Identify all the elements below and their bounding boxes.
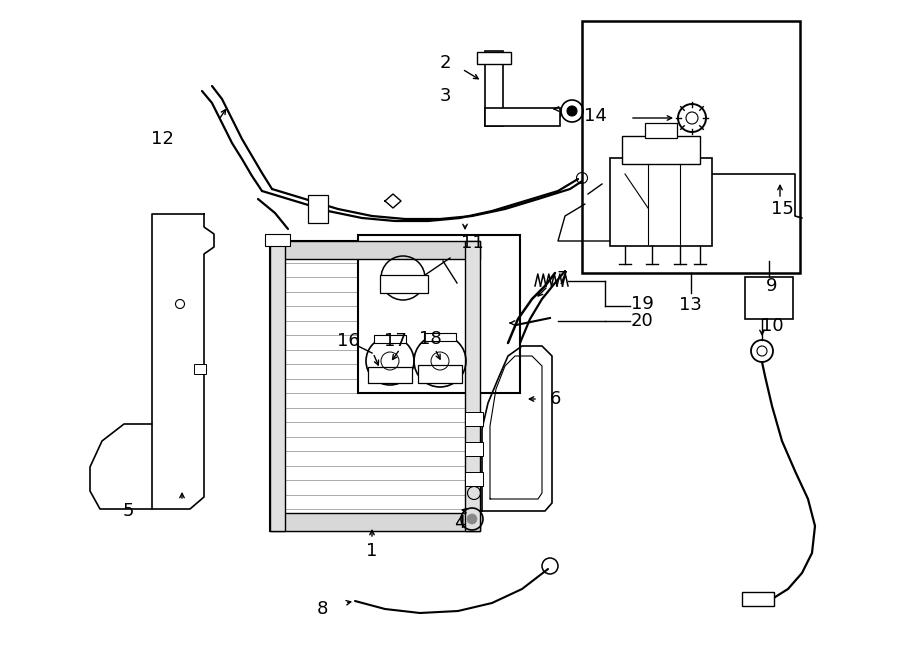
- Bar: [270, 513, 480, 531]
- Bar: [308, 195, 328, 223]
- Bar: [465, 442, 483, 456]
- Text: 15: 15: [770, 200, 794, 218]
- Text: 9: 9: [766, 277, 778, 295]
- Text: 3: 3: [439, 87, 451, 105]
- Bar: [194, 364, 206, 374]
- Text: 10: 10: [760, 317, 783, 335]
- Bar: [622, 136, 700, 164]
- Text: 17: 17: [383, 332, 407, 350]
- Bar: [610, 158, 712, 246]
- Bar: [270, 241, 480, 259]
- Bar: [485, 108, 560, 126]
- Bar: [465, 412, 483, 426]
- Bar: [465, 472, 483, 486]
- Bar: [380, 275, 428, 293]
- Bar: [270, 241, 480, 531]
- Circle shape: [467, 514, 477, 524]
- Text: 1: 1: [366, 542, 378, 560]
- Bar: [645, 123, 677, 138]
- Bar: [742, 592, 774, 606]
- Bar: [374, 335, 406, 343]
- Text: 14: 14: [583, 107, 607, 125]
- Text: 6: 6: [549, 390, 561, 408]
- Text: 19: 19: [631, 295, 653, 313]
- Bar: [368, 367, 412, 383]
- Bar: [582, 21, 800, 273]
- Text: 5: 5: [122, 502, 134, 520]
- Bar: [477, 52, 511, 64]
- Text: 7: 7: [556, 270, 568, 288]
- Bar: [424, 333, 456, 341]
- Bar: [418, 365, 462, 383]
- Bar: [358, 235, 520, 393]
- Circle shape: [567, 106, 577, 116]
- Text: 13: 13: [679, 296, 701, 314]
- Bar: [265, 234, 290, 246]
- Text: 8: 8: [316, 600, 328, 618]
- Bar: [745, 277, 793, 319]
- Bar: [485, 51, 503, 126]
- Text: 16: 16: [337, 332, 359, 350]
- Text: 18: 18: [418, 330, 441, 348]
- Bar: [270, 241, 285, 531]
- Text: 4: 4: [454, 514, 466, 532]
- Text: 12: 12: [150, 130, 174, 148]
- Text: 11: 11: [461, 234, 483, 252]
- Bar: [465, 241, 480, 531]
- Text: 2: 2: [439, 54, 451, 72]
- Text: 20: 20: [631, 312, 653, 330]
